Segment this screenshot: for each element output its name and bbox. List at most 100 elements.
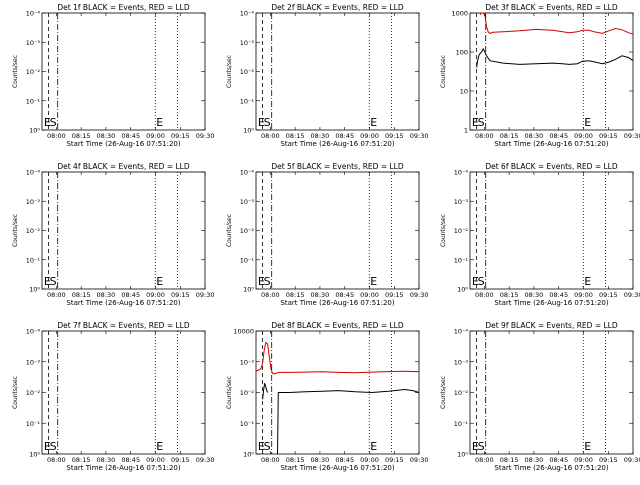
chart-title: Det 6f BLACK = Events, RED = LLD — [485, 162, 618, 171]
x-tick-label: 08:00 — [261, 456, 280, 464]
event-marker-label: S — [50, 440, 57, 453]
y-tick-label: 10⁻³ — [240, 39, 255, 47]
x-tick-label: 09:30 — [410, 291, 429, 299]
lld-series-line — [479, 12, 634, 35]
chart-panel-4: Det 4f BLACK = Events, RED = LLD 08:00 08:… — [12, 162, 214, 307]
chart-panel-1: Det 1f BLACK = Events, RED = LLD 08:00 08:… — [12, 3, 214, 148]
y-tick-label: 10⁻⁴ — [454, 169, 469, 177]
y-tick-label: 10⁻³ — [240, 198, 255, 206]
y-tick-label: 10⁻² — [240, 389, 255, 397]
y-axis-label: Counts/sec — [12, 376, 19, 409]
y-tick-label: 10⁻¹ — [240, 256, 255, 264]
x-tick-label: 09:30 — [196, 456, 215, 464]
y-tick-label: 10⁻⁴ — [26, 10, 41, 18]
y-tick-label: 10⁻⁴ — [240, 10, 255, 18]
y-tick-label: 10⁻¹ — [26, 420, 41, 428]
event-marker-label: E — [584, 116, 591, 129]
y-tick-label: 10000 — [233, 328, 254, 336]
y-tick-label: 10⁻³ — [26, 39, 41, 47]
plot-frame — [41, 171, 206, 290]
event-marker-label: E — [584, 440, 591, 453]
y-tick-label: 10⁰ — [243, 451, 254, 459]
x-tick-label: 09:30 — [410, 456, 429, 464]
x-tick-label: 08:15 — [286, 132, 305, 140]
x-tick-label: 09:00 — [146, 291, 165, 299]
y-tick-label: 10⁻³ — [454, 198, 469, 206]
x-tick-label: 09:15 — [385, 291, 404, 299]
x-tick-label: 08:00 — [47, 456, 66, 464]
chart-panel-7: Det 7f BLACK = Events, RED = LLD 08:00 08:… — [12, 321, 214, 472]
events-series-line — [262, 383, 269, 400]
x-tick-label: 08:45 — [121, 291, 140, 299]
x-axis-label: Start Time (26-Aug-16 07:51:20) — [494, 299, 608, 307]
x-tick-label: 08:30 — [525, 456, 544, 464]
x-tick-label: 08:45 — [335, 132, 354, 140]
y-tick-label: 1000 — [451, 10, 468, 18]
event-marker-label: E — [258, 116, 265, 129]
x-tick-label: 09:00 — [574, 456, 593, 464]
plot-frame — [41, 12, 206, 131]
event-marker-label: E — [258, 440, 265, 453]
x-tick-label: 09:30 — [410, 132, 429, 140]
x-tick-label: 08:45 — [549, 456, 568, 464]
x-tick-label: 09:15 — [599, 456, 618, 464]
y-axis-label: Counts/sec — [12, 55, 19, 88]
plot-frame — [469, 171, 634, 290]
event-marker-label: E — [472, 116, 479, 129]
x-axis-label: Start Time (26-Aug-16 07:51:20) — [280, 464, 394, 472]
event-marker-label: E — [370, 440, 377, 453]
chart-panel-2: Det 2f BLACK = Events, RED = LLD 08:00 08:… — [226, 3, 428, 148]
event-marker-label: S — [264, 116, 271, 129]
y-axis-label: Counts/sec — [226, 214, 233, 247]
event-marker-label: E — [370, 275, 377, 288]
x-tick-label: 09:15 — [385, 132, 404, 140]
y-tick-label: 10⁰ — [243, 127, 254, 135]
x-tick-label: 08:30 — [525, 132, 544, 140]
x-tick-label: 08:00 — [47, 291, 66, 299]
y-tick-label: 10⁻² — [26, 68, 41, 76]
x-tick-label: 09:30 — [624, 132, 640, 140]
x-tick-label: 08:45 — [121, 132, 140, 140]
y-axis-label: Counts/sec — [12, 214, 19, 247]
x-tick-label: 09:15 — [599, 291, 618, 299]
y-tick-label: 10⁻² — [26, 227, 41, 235]
y-tick-label: 1 — [464, 127, 468, 135]
event-marker-label: E — [44, 275, 51, 288]
y-tick-label: 10⁻¹ — [26, 256, 41, 264]
x-axis-label: Start Time (26-Aug-16 07:51:20) — [66, 464, 180, 472]
y-tick-label: 10⁻⁴ — [26, 328, 41, 336]
y-tick-label: 10⁻¹ — [240, 97, 255, 105]
x-tick-label: 08:15 — [286, 291, 305, 299]
y-tick-label: 10⁻³ — [26, 358, 41, 366]
x-tick-label: 09:30 — [624, 456, 640, 464]
x-axis-label: Start Time (26-Aug-16 07:51:20) — [494, 140, 608, 148]
x-tick-label: 09:30 — [196, 132, 215, 140]
x-axis-label: Start Time (26-Aug-16 07:51:20) — [66, 299, 180, 307]
y-tick-label: 10⁰ — [457, 286, 468, 294]
y-tick-label: 10⁻⁴ — [454, 328, 469, 336]
x-tick-label: 08:15 — [72, 456, 91, 464]
y-tick-label: 10⁻² — [240, 68, 255, 76]
y-axis-label: Counts/sec — [440, 376, 447, 409]
x-tick-label: 09:00 — [360, 132, 379, 140]
x-axis-label: Start Time (26-Aug-16 07:51:20) — [66, 140, 180, 148]
x-tick-label: 08:30 — [311, 291, 330, 299]
x-tick-label: 09:00 — [574, 291, 593, 299]
event-marker-label: S — [264, 275, 271, 288]
event-marker-label: S — [478, 116, 485, 129]
chart-title: Det 2f BLACK = Events, RED = LLD — [271, 3, 404, 12]
x-tick-label: 09:30 — [196, 291, 215, 299]
chart-title: Det 7f BLACK = Events, RED = LLD — [57, 321, 190, 330]
y-tick-label: 10⁻³ — [240, 358, 255, 366]
plot-frame — [41, 330, 206, 455]
chart-title: Det 8f BLACK = Events, RED = LLD — [271, 321, 404, 330]
y-tick-label: 10⁰ — [457, 451, 468, 459]
plot-frame — [255, 12, 420, 131]
x-tick-label: 08:30 — [97, 291, 116, 299]
event-marker-label: E — [44, 116, 51, 129]
x-tick-label: 08:30 — [311, 456, 330, 464]
x-tick-label: 08:15 — [72, 291, 91, 299]
x-tick-label: 08:00 — [475, 291, 494, 299]
event-marker-label: S — [50, 116, 57, 129]
y-tick-label: 10⁻⁴ — [240, 169, 255, 177]
